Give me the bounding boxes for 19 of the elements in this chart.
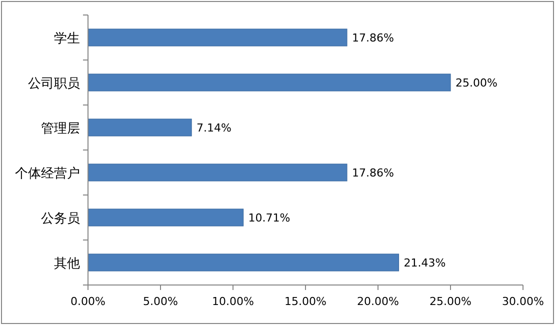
y-tick-label: 其他 — [54, 256, 80, 272]
y-tick-label: 学生 — [54, 32, 80, 46]
data-label: 21.43% — [404, 256, 446, 270]
x-tick-label: 10.00% — [212, 295, 254, 308]
x-tick-label: 30.00% — [502, 295, 544, 308]
data-label: 7.14% — [196, 122, 232, 134]
data-label: 17.86% — [352, 32, 394, 44]
y-tick-label: 管理层 — [41, 122, 80, 136]
x-tick-label: 15.00% — [284, 295, 326, 308]
y-tick-label: 公司职员 — [28, 76, 80, 92]
data-label: 25.00% — [456, 76, 498, 90]
x-tick-label: 25.00% — [430, 295, 472, 308]
data-label: 17.86% — [352, 166, 394, 180]
x-tick-label: 0.00% — [70, 295, 106, 308]
data-label: 10.71% — [248, 212, 290, 224]
x-tick-label: 20.00% — [357, 295, 399, 308]
y-tick-label: 公务员 — [41, 212, 80, 226]
y-tick-label: 个体经营户 — [15, 166, 80, 182]
x-tick-label: 5.00% — [143, 295, 178, 308]
